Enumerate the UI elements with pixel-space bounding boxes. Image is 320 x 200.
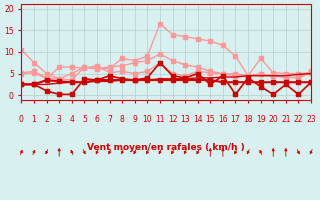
X-axis label: Vent moyen/en rafales ( km/h ): Vent moyen/en rafales ( km/h ) bbox=[87, 143, 245, 152]
